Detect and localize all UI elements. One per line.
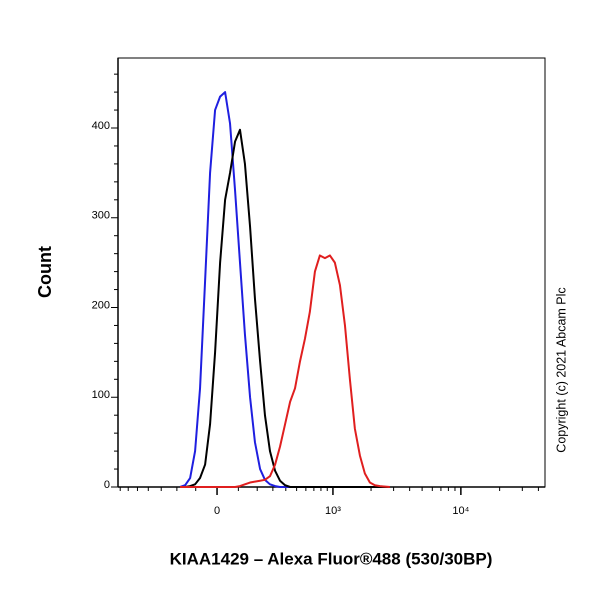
- copyright: Copyright (c) 2021 Abcam Plc: [554, 287, 568, 452]
- y-axis-label: Count: [35, 246, 55, 298]
- x-tick-label: 10³: [325, 505, 341, 517]
- y-tick-label: 0: [104, 479, 110, 491]
- y-tick-label: 200: [92, 299, 110, 311]
- x-tick-label: 0: [214, 505, 220, 517]
- x-tick-label: 10⁴: [452, 505, 469, 517]
- y-tick-label: 300: [92, 210, 110, 222]
- x-axis-label: KIAA1429 – Alexa Fluor®488 (530/30BP): [170, 549, 493, 568]
- y-tick-label: 100: [92, 389, 110, 401]
- plot-frame: [117, 57, 546, 488]
- histogram-line: [180, 128, 390, 488]
- histogram-line: [180, 254, 390, 488]
- y-tick-label: 400: [92, 120, 110, 132]
